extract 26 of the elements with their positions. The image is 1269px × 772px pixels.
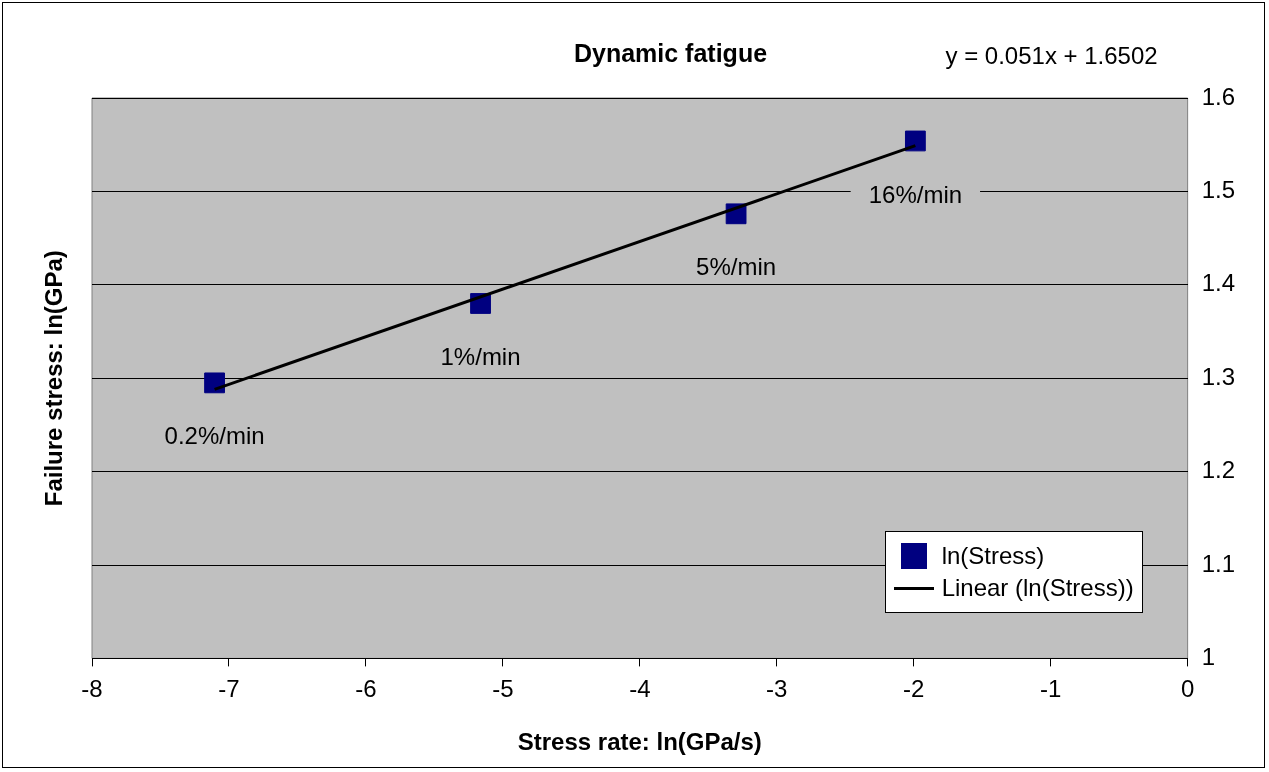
annotation: 5%/min [696, 253, 777, 281]
text: y = 0.051x + 1.6502 [945, 41, 1158, 69]
y-tick-label: 1.2 [1201, 456, 1236, 484]
y-tick-label: 1.6 [1201, 82, 1236, 110]
y-tick-label: 1.1 [1201, 549, 1236, 577]
x-tick-label: -1 [1040, 675, 1062, 703]
annotation: 1%/min [440, 343, 521, 371]
y-tick-label: 1.3 [1201, 362, 1236, 390]
y-axis-title: Failure stress: ln(GPa) [39, 250, 67, 507]
x-tick-label: -4 [629, 675, 651, 703]
x-axis-title: Stress rate: ln(GPa/s) [517, 728, 762, 756]
x-tick-label: -2 [903, 675, 925, 703]
annotation: 16%/min [868, 180, 963, 208]
annotation: 0.2%/min [164, 422, 265, 450]
y-tick-label: 1.4 [1201, 269, 1236, 297]
legend-label: Linear (ln(Stress)) [941, 574, 1134, 603]
x-tick-label: 0 [1180, 675, 1195, 703]
x-tick-label: -5 [492, 675, 514, 703]
y-tick-label: 1 [1201, 643, 1215, 671]
legend-label: ln(Stress) [941, 542, 1045, 571]
x-tick-label: -3 [766, 675, 788, 703]
x-tick-label: -7 [218, 675, 240, 703]
chart-title: Dynamic fatigue [573, 38, 768, 67]
x-tick-label: -6 [355, 675, 377, 703]
y-tick-label: 1.5 [1201, 176, 1236, 204]
x-tick-label: -8 [81, 675, 103, 703]
